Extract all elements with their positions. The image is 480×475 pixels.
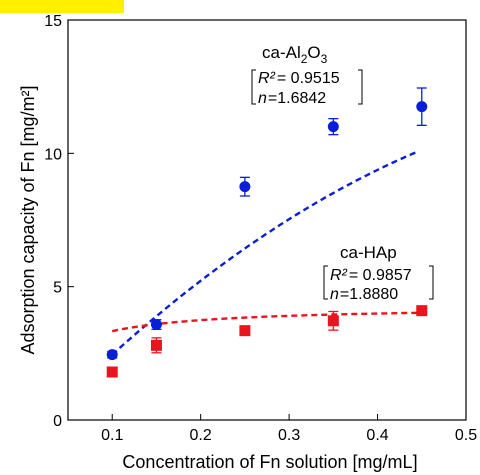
hap-marker-3	[327, 315, 339, 327]
hap-series-label: ca-HAp	[340, 243, 397, 262]
hap-point-0	[106, 366, 118, 378]
y-axis-title: Adsorption capacity of Fn [mg/m²]	[18, 85, 38, 354]
highlight-bar	[0, 0, 124, 13]
hap-fit-curve	[111, 311, 422, 333]
alumina-marker-0	[106, 349, 118, 361]
hap-bracket-right	[429, 265, 434, 300]
hap-annotation: ca-HAp R² = 0.9857 n=1.8880	[323, 243, 434, 303]
alumina-fit-curve	[111, 150, 418, 356]
hap-point-2	[239, 325, 251, 337]
alumina-annotation: ca-Al2O3 R² = 0.9515 n=1.6842	[251, 43, 363, 107]
alumina-marker-1	[150, 319, 162, 331]
alumina-point-2	[239, 176, 251, 197]
plot-frame	[67, 19, 467, 421]
alumina-bracket-left	[251, 69, 256, 105]
y-tick-label-10: 10	[44, 146, 62, 163]
x-tick-label-0.4: 0.4	[366, 427, 388, 444]
alumina-point-1	[150, 319, 162, 331]
x-axis-title: Concentration of Fn solution [mg/mL]	[122, 452, 417, 472]
plot-border	[67, 19, 467, 421]
hap-point-3	[327, 310, 339, 331]
alumina-marker-2	[239, 181, 251, 193]
hap-point-1	[150, 337, 162, 354]
alumina-series-label: ca-Al2O3	[262, 43, 328, 66]
data-points	[106, 87, 428, 378]
hap-bracket-left	[323, 265, 328, 300]
hap-marker-1	[150, 339, 162, 351]
y-tick-label-0: 0	[53, 413, 62, 430]
alumina-marker-3	[327, 121, 339, 133]
axis-ticks: 0.1 0.2 0.3 0.4 0.5 0 5 10 15	[44, 13, 477, 444]
hap-marker-0	[106, 366, 118, 378]
x-tick-label-0.3: 0.3	[278, 427, 300, 444]
alumina-marker-4	[416, 101, 428, 113]
y-tick-label-15: 15	[44, 13, 62, 30]
alumina-point-0	[106, 349, 118, 361]
alumina-n: n=1.6842	[258, 90, 326, 107]
hap-n: n=1.8880	[330, 286, 398, 303]
x-tick-label-0.1: 0.1	[101, 427, 123, 444]
hap-r2: R² = 0.9857	[330, 267, 412, 284]
hap-point-4	[416, 305, 428, 317]
x-tick-label-0.5: 0.5	[455, 427, 477, 444]
alumina-point-3	[327, 118, 339, 136]
fit-curves	[111, 150, 422, 356]
y-tick-label-5: 5	[53, 280, 62, 297]
x-tick-label-0.2: 0.2	[190, 427, 212, 444]
alumina-point-4	[416, 87, 428, 126]
alumina-bracket-right	[358, 69, 363, 105]
hap-marker-4	[416, 305, 428, 317]
hap-marker-2	[239, 325, 251, 337]
alumina-r2: R² = 0.9515	[258, 70, 340, 87]
